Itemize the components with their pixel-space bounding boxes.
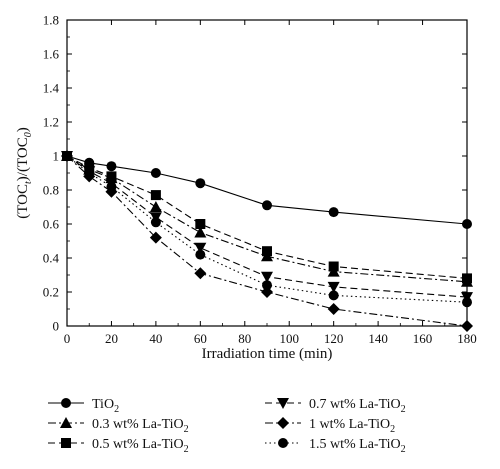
y-tick-label: 0 — [53, 319, 60, 334]
legend-label-text: 0.7 wt% La-TiO — [309, 397, 401, 412]
data-point — [194, 242, 207, 254]
data-point — [328, 290, 339, 301]
y-axis-label: (TOCt)/(TOC0) — [15, 127, 34, 218]
legend-label-text: 0.3 wt% La-TiO — [92, 417, 184, 432]
data-point — [84, 168, 95, 178]
y-axis-label-part: )/(TOC — [15, 137, 31, 181]
x-tick-label: 120 — [324, 331, 344, 346]
x-tick-label: 160 — [413, 331, 433, 346]
x-axis-label: Irradiation time (min) — [202, 346, 333, 362]
series-line-1 — [66, 155, 468, 283]
legend-label-text: 1 wt% La-TiO — [309, 417, 390, 432]
data-point — [327, 303, 340, 315]
data-point — [195, 249, 206, 260]
data-point — [149, 231, 162, 244]
x-tick-label: 180 — [457, 331, 477, 346]
y-tick-label: 0.4 — [43, 251, 60, 266]
legend-marker — [278, 438, 288, 448]
data-point — [262, 246, 272, 257]
data-point — [328, 207, 339, 218]
data-point — [327, 281, 340, 293]
y-tick-label: 0.6 — [43, 217, 60, 232]
series-line-3 — [66, 155, 468, 298]
legend-label-subscript: 2 — [401, 404, 406, 415]
x-tick-label: 40 — [149, 331, 162, 346]
legend-marker — [61, 398, 71, 408]
x-tick-label: 140 — [368, 331, 388, 346]
legend-label-subscript: 2 — [114, 404, 119, 415]
y-tick-label: 0.8 — [43, 183, 59, 198]
y-axis-label-part: (TOC — [15, 184, 31, 219]
y-tick-label: 0.2 — [43, 285, 59, 300]
data-point — [461, 320, 473, 332]
data-point — [150, 190, 161, 201]
legend-marker — [277, 417, 289, 429]
legend-marker — [61, 438, 71, 448]
y-tick-label: 1.8 — [43, 13, 59, 28]
series-line-2 — [66, 155, 468, 279]
legend-label-text: 0.5 wt% La-TiO — [92, 437, 184, 452]
x-tick-label: 100 — [279, 331, 299, 346]
series-line-4 — [66, 155, 468, 327]
legend-marker — [277, 398, 289, 409]
plot-area: 0 20 40 60 80 100 120 140 160 180 0 0.2 0.4 0.6 0.8 1 1.… — [15, 13, 477, 363]
data-point — [328, 261, 339, 272]
data-point — [150, 168, 161, 178]
legend-label: 1 wt% La-TiO2 — [309, 417, 395, 435]
legend-label: 0.3 wt% La-TiO2 — [92, 417, 189, 435]
legend-label-subscript: 2 — [184, 424, 189, 435]
data-point — [262, 280, 272, 291]
y-axis-label-subscript: 0 — [23, 132, 34, 137]
y-tick-label: 1 — [53, 149, 60, 164]
legend-label: TiO2 — [92, 397, 119, 415]
x-tick-label: 0 — [64, 331, 71, 346]
legend-label-subscript: 2 — [390, 424, 395, 435]
x-tick-label: 20 — [105, 331, 118, 346]
data-point — [194, 226, 207, 238]
data-point — [194, 267, 207, 280]
legend-label-text: 1.5 wt% La-TiO — [309, 437, 401, 452]
data-point — [195, 219, 206, 229]
legend-label: 0.7 wt% La-TiO2 — [309, 397, 406, 415]
data-point — [262, 200, 272, 211]
data-point — [106, 171, 117, 182]
y-tick-label: 1.2 — [43, 115, 59, 130]
y-tick-label: 1.6 — [43, 47, 60, 62]
data-point — [195, 178, 206, 189]
data-point — [462, 297, 472, 308]
data-point — [462, 219, 472, 229]
data-point — [150, 217, 161, 228]
x-tick-label: 60 — [194, 331, 207, 346]
data-point — [462, 273, 472, 284]
legend-label-subscript: 2 — [401, 444, 406, 455]
legend-label-text: TiO — [92, 397, 114, 412]
x-tick-label: 80 — [238, 331, 251, 346]
y-tick-label: 1.4 — [43, 81, 60, 96]
data-point — [149, 201, 162, 212]
y-axis-label-part: ) — [15, 127, 31, 132]
legend-label: 0.5 wt% La-TiO2 — [92, 437, 189, 455]
legend-label: 1.5 wt% La-TiO2 — [309, 437, 406, 455]
series-line-0 — [66, 155, 468, 225]
legend-label-subscript: 2 — [184, 444, 189, 455]
data-point — [62, 151, 72, 161]
data-point — [106, 181, 117, 192]
data-point — [106, 161, 117, 172]
legend-marker — [60, 417, 72, 428]
y-axis-label-subscript: t — [23, 181, 34, 184]
data-point — [261, 271, 273, 283]
